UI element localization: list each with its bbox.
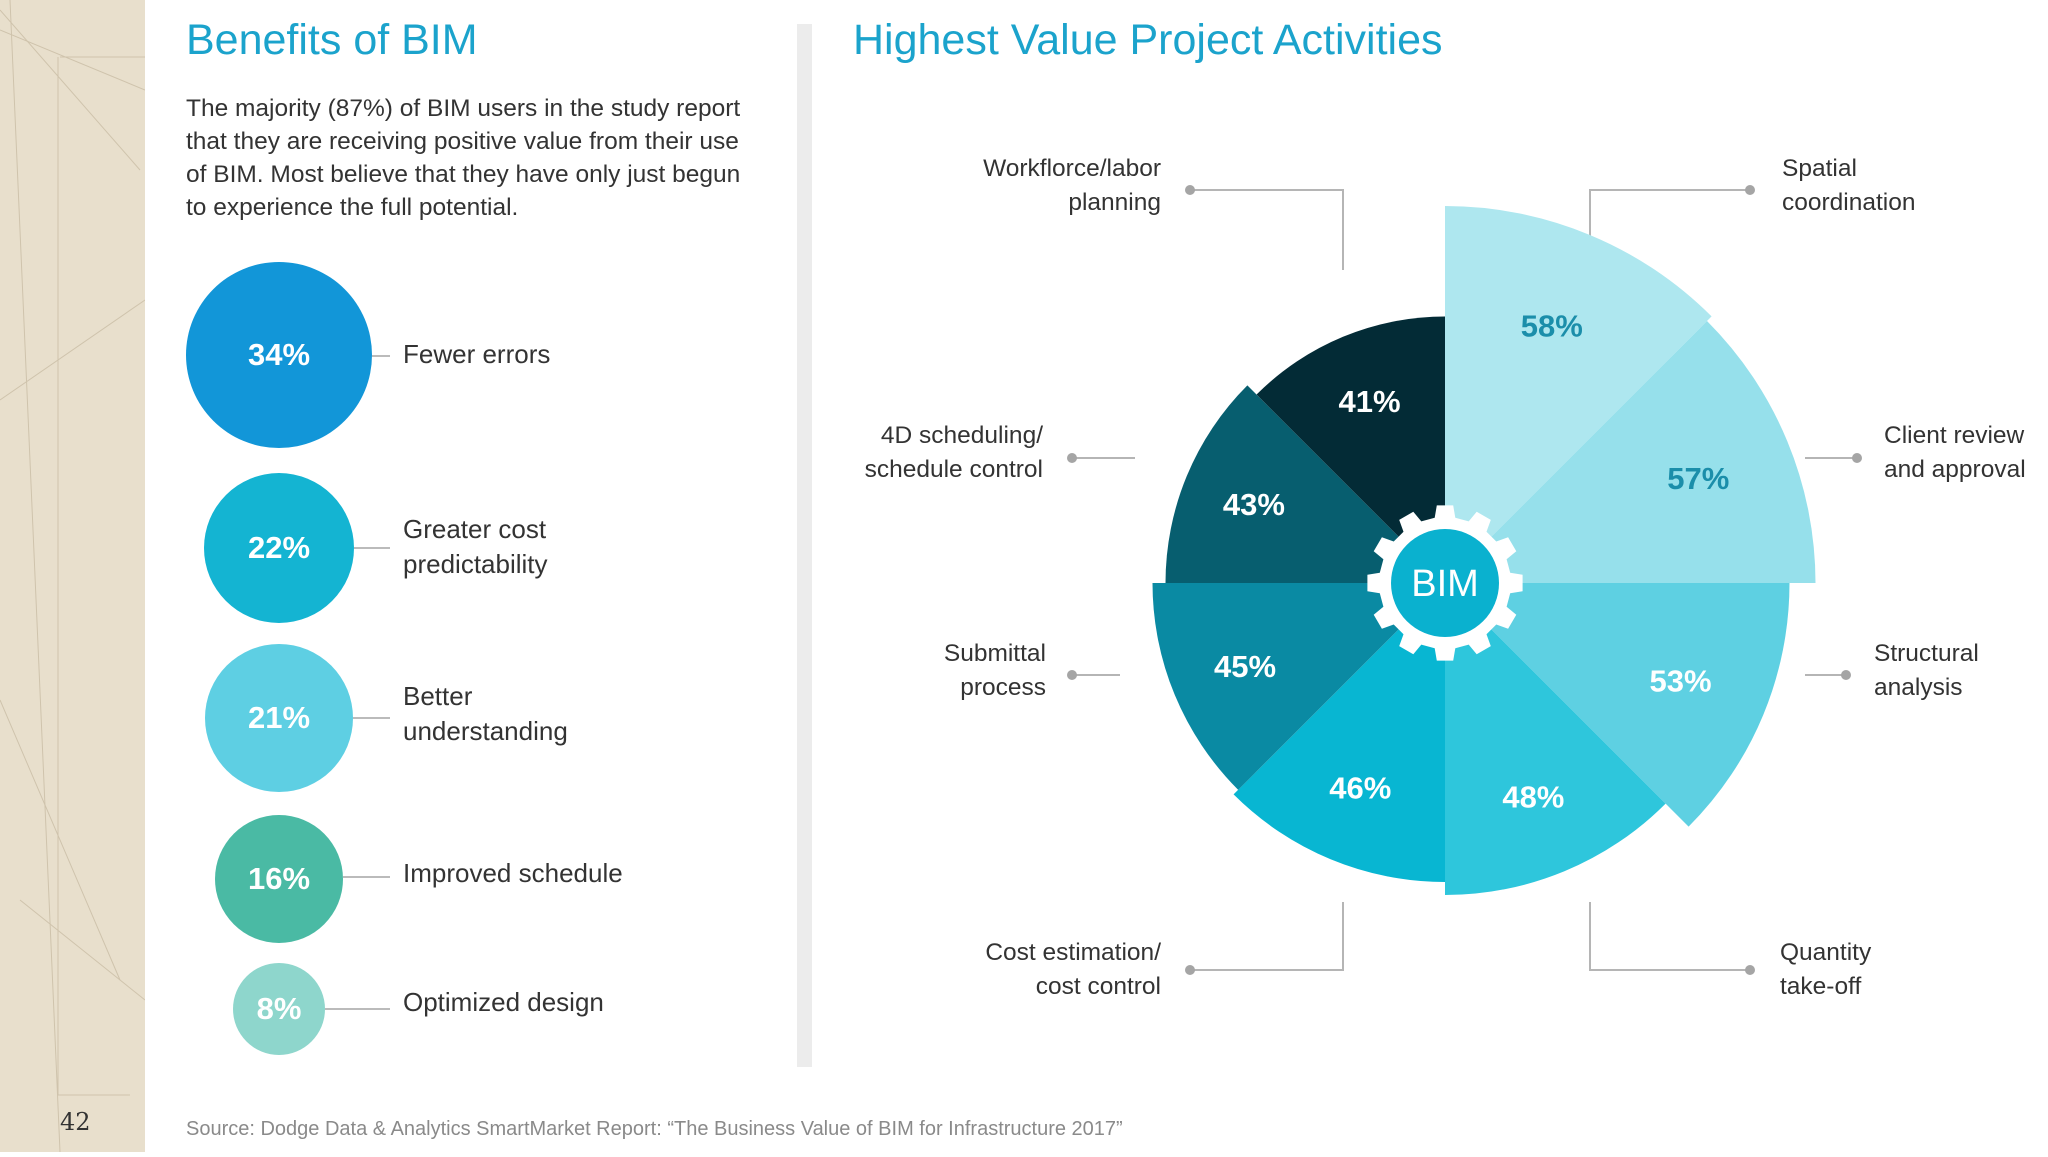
callout-connector: [1589, 189, 1750, 256]
benefit-connector: [325, 1008, 390, 1010]
benefit-label: Fewer errors: [403, 339, 551, 369]
benefit-bubble: 22%: [204, 473, 354, 623]
chart-sector: [1256, 316, 1445, 583]
chart-value-label: 41%: [1339, 384, 1401, 419]
benefit-label: Better understanding: [403, 681, 568, 746]
source-footnote: Source: Dodge Data & Analytics SmartMark…: [186, 1118, 1123, 1140]
decorative-sidebar: 42: [0, 0, 146, 1153]
callout-dot: [1067, 670, 1077, 680]
chart-value-label: 43%: [1223, 487, 1285, 522]
benefit-connector: [354, 547, 390, 549]
chart-value-label: 53%: [1650, 664, 1712, 699]
chart-value-label: 48%: [1502, 779, 1564, 814]
benefit-label: Greater cost predictability: [403, 514, 548, 579]
chart-sector: [1233, 583, 1445, 883]
benefit-bubble: 16%: [215, 815, 343, 943]
chart-sectors: [1152, 206, 1816, 895]
chart-sector: [1445, 321, 1816, 583]
benefit-label: Optimized design: [403, 987, 604, 1017]
chart-sector: [1152, 583, 1445, 790]
chart-sector: [1445, 206, 1712, 583]
benefit-value: 21%: [247, 700, 311, 735]
chart-value-label: 45%: [1214, 649, 1276, 684]
benefit-bubble: 21%: [205, 644, 353, 792]
callout-label: Submittal process: [943, 640, 1046, 701]
column-divider: [797, 24, 812, 1067]
activities-title: Highest Value Project Activities: [853, 16, 1443, 64]
callout-label: Structural analysis: [1874, 640, 1979, 701]
benefit-value: 8%: [256, 991, 302, 1026]
benefit-bubble: 8%: [233, 963, 325, 1055]
callout-label: Cost estimation/ cost control: [985, 939, 1161, 1000]
callout-label: Client review and approval: [1884, 422, 2026, 483]
benefits-title: Benefits of BIM: [186, 16, 478, 64]
gear-center: [1391, 529, 1499, 637]
callout-dot: [1745, 185, 1755, 195]
callout-dot: [1185, 965, 1195, 975]
callout-connectors: [1067, 185, 1862, 975]
callout-label: Spatial coordination: [1782, 155, 1916, 216]
bim-gear: BIM: [1367, 505, 1523, 661]
chart-value-labels: 58% 57% 53% 48% 46% 45% 43% 41%: [1214, 308, 1729, 814]
benefit-connector: [343, 876, 390, 878]
callout-label: Workflorce/labor planning: [983, 155, 1161, 216]
benefit-value: 34%: [247, 337, 311, 372]
benefit-value: 16%: [247, 861, 311, 896]
benefit-connector: [353, 717, 390, 719]
callout-connector: [1190, 902, 1344, 971]
benefit-value: 22%: [247, 530, 311, 565]
callout-dot: [1745, 965, 1755, 975]
callout-connector: [1589, 902, 1750, 971]
callout-label: Quantity take-off: [1780, 939, 1872, 1000]
benefit-label: Improved schedule: [403, 858, 623, 888]
page-number: 42: [60, 1108, 91, 1136]
callout-dot: [1067, 453, 1077, 463]
chart-sector: [1445, 583, 1666, 895]
chart-sector: [1165, 385, 1445, 583]
benefit-connector: [372, 355, 390, 357]
center-label: BIM: [1411, 563, 1479, 605]
callout-dot: [1852, 453, 1862, 463]
callout-label: 4D scheduling/ schedule control: [864, 422, 1043, 483]
chart-value-label: 57%: [1667, 461, 1729, 496]
benefit-bubble: 34%: [186, 262, 372, 448]
callout-dot: [1185, 185, 1195, 195]
chart-sector: [1445, 583, 1790, 827]
callout-connector: [1190, 189, 1344, 270]
chart-value-label: 46%: [1329, 770, 1391, 805]
chart-value-label: 58%: [1521, 308, 1583, 343]
intro-paragraph: The majority (87%) of BIM users in the s…: [186, 95, 741, 221]
sidebar-pattern: [0, 0, 146, 1153]
callout-dot: [1841, 670, 1851, 680]
